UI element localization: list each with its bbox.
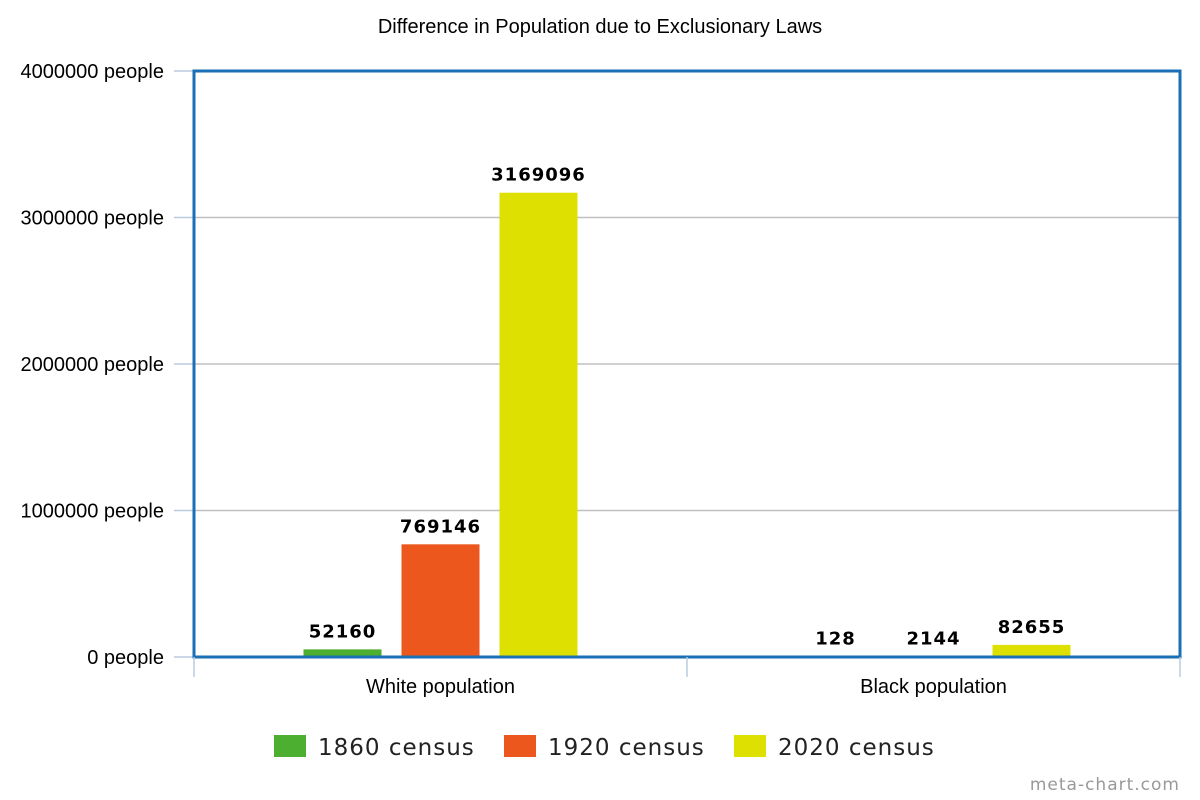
bar bbox=[303, 649, 382, 657]
data-label: 769146 bbox=[400, 516, 481, 537]
bars: 52160 769146 3169096 128 2144 82655 bbox=[303, 165, 1071, 658]
bar bbox=[499, 192, 578, 658]
chart-title: Difference in Population due to Exclusio… bbox=[378, 16, 822, 38]
y-tick-label: 3000000 people bbox=[21, 208, 164, 230]
data-label: 3169096 bbox=[491, 165, 586, 186]
y-tick-label: 2000000 people bbox=[21, 354, 164, 376]
y-tick-label: 0 people bbox=[87, 647, 164, 669]
legend-swatch bbox=[504, 735, 536, 757]
bar bbox=[401, 544, 480, 657]
x-tick-label: White population bbox=[366, 676, 515, 698]
credit-text: meta-chart.com bbox=[1030, 775, 1180, 795]
data-label: 2144 bbox=[906, 629, 960, 650]
data-label: 128 bbox=[815, 629, 856, 650]
legend: 1860 census 1920 census 2020 census bbox=[274, 735, 935, 761]
legend-swatch bbox=[274, 735, 306, 757]
y-tick-label: 1000000 people bbox=[21, 501, 164, 523]
legend-label: 2020 census bbox=[778, 735, 935, 761]
legend-label: 1920 census bbox=[548, 735, 705, 761]
y-axis: 0 people 1000000 people 2000000 people 3000… bbox=[21, 61, 194, 669]
legend-swatch bbox=[734, 735, 766, 757]
bar bbox=[992, 644, 1071, 657]
legend-label: 1860 census bbox=[318, 735, 475, 761]
gridlines bbox=[194, 70, 1180, 658]
data-label: 82655 bbox=[998, 617, 1066, 638]
x-tick-label: Black population bbox=[860, 676, 1007, 698]
data-label: 52160 bbox=[309, 621, 377, 642]
y-tick-label: 4000000 people bbox=[21, 61, 164, 83]
x-axis: White population Black population bbox=[193, 657, 1181, 698]
